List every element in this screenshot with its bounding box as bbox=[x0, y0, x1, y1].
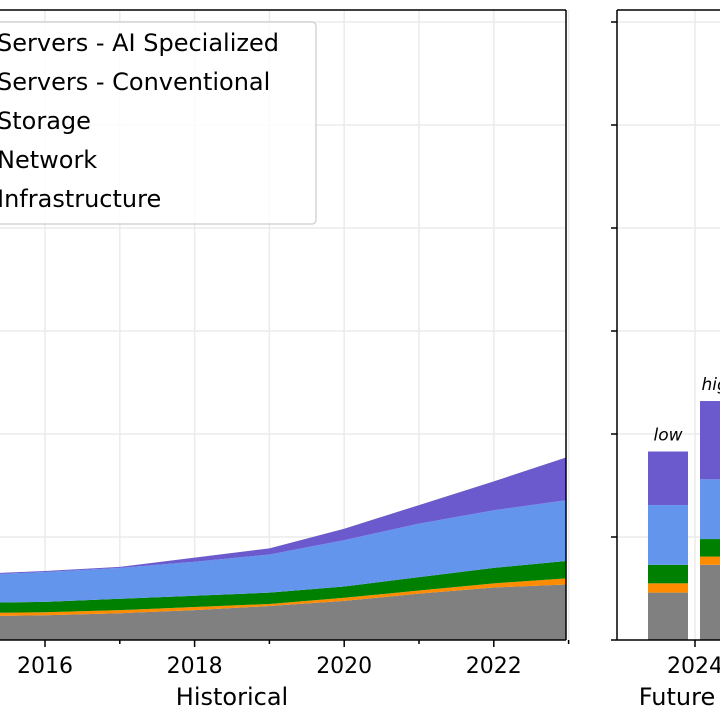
legend-entry: Infrastructure bbox=[0, 185, 161, 213]
bar-high-network bbox=[700, 556, 720, 565]
legend-entry: Storage bbox=[0, 107, 91, 135]
area-storage bbox=[0, 560, 566, 613]
bar-high-servers-conventional bbox=[700, 479, 720, 540]
legend-entry: Servers - AI Specialized bbox=[0, 29, 279, 57]
x-tick-label: 2020 bbox=[316, 654, 372, 679]
bar-label-low: low bbox=[653, 426, 682, 446]
legend-entry: Network bbox=[0, 146, 97, 174]
area-layers bbox=[0, 457, 566, 640]
bar-low-infrastructure bbox=[648, 592, 688, 640]
x-tick-label: 2024 bbox=[667, 654, 720, 679]
future-panel: low high 2024 bbox=[611, 9, 720, 679]
bar-low-servers-ai-specialized bbox=[648, 451, 688, 506]
bar-high-infrastructure bbox=[700, 564, 720, 640]
bar-low-network bbox=[648, 583, 688, 593]
bar-low-storage bbox=[648, 564, 688, 584]
bar-label-high: high bbox=[701, 375, 720, 395]
area-servers-conventional bbox=[0, 500, 566, 603]
area-network bbox=[0, 578, 566, 616]
historical-panel: 2016 2018 2020 2022 Servers - AI Specialized… bbox=[0, 9, 570, 679]
bar-high-storage bbox=[700, 539, 720, 557]
bar-low-servers-conventional bbox=[648, 505, 688, 565]
x-tick-label: 2016 bbox=[17, 654, 73, 679]
area-infrastructure bbox=[0, 584, 566, 640]
x-tick-label: 2022 bbox=[466, 654, 522, 679]
x-tick-label: 2018 bbox=[167, 654, 223, 679]
area-servers-ai-specialized bbox=[0, 457, 566, 574]
legend-entry: Servers - Conventional bbox=[0, 68, 270, 96]
future-xlabel: Future bbox=[639, 683, 715, 711]
historical-xlabel: Historical bbox=[176, 683, 288, 711]
bar-high-servers-ai-specialized bbox=[700, 401, 720, 480]
legend-box bbox=[0, 21, 317, 225]
